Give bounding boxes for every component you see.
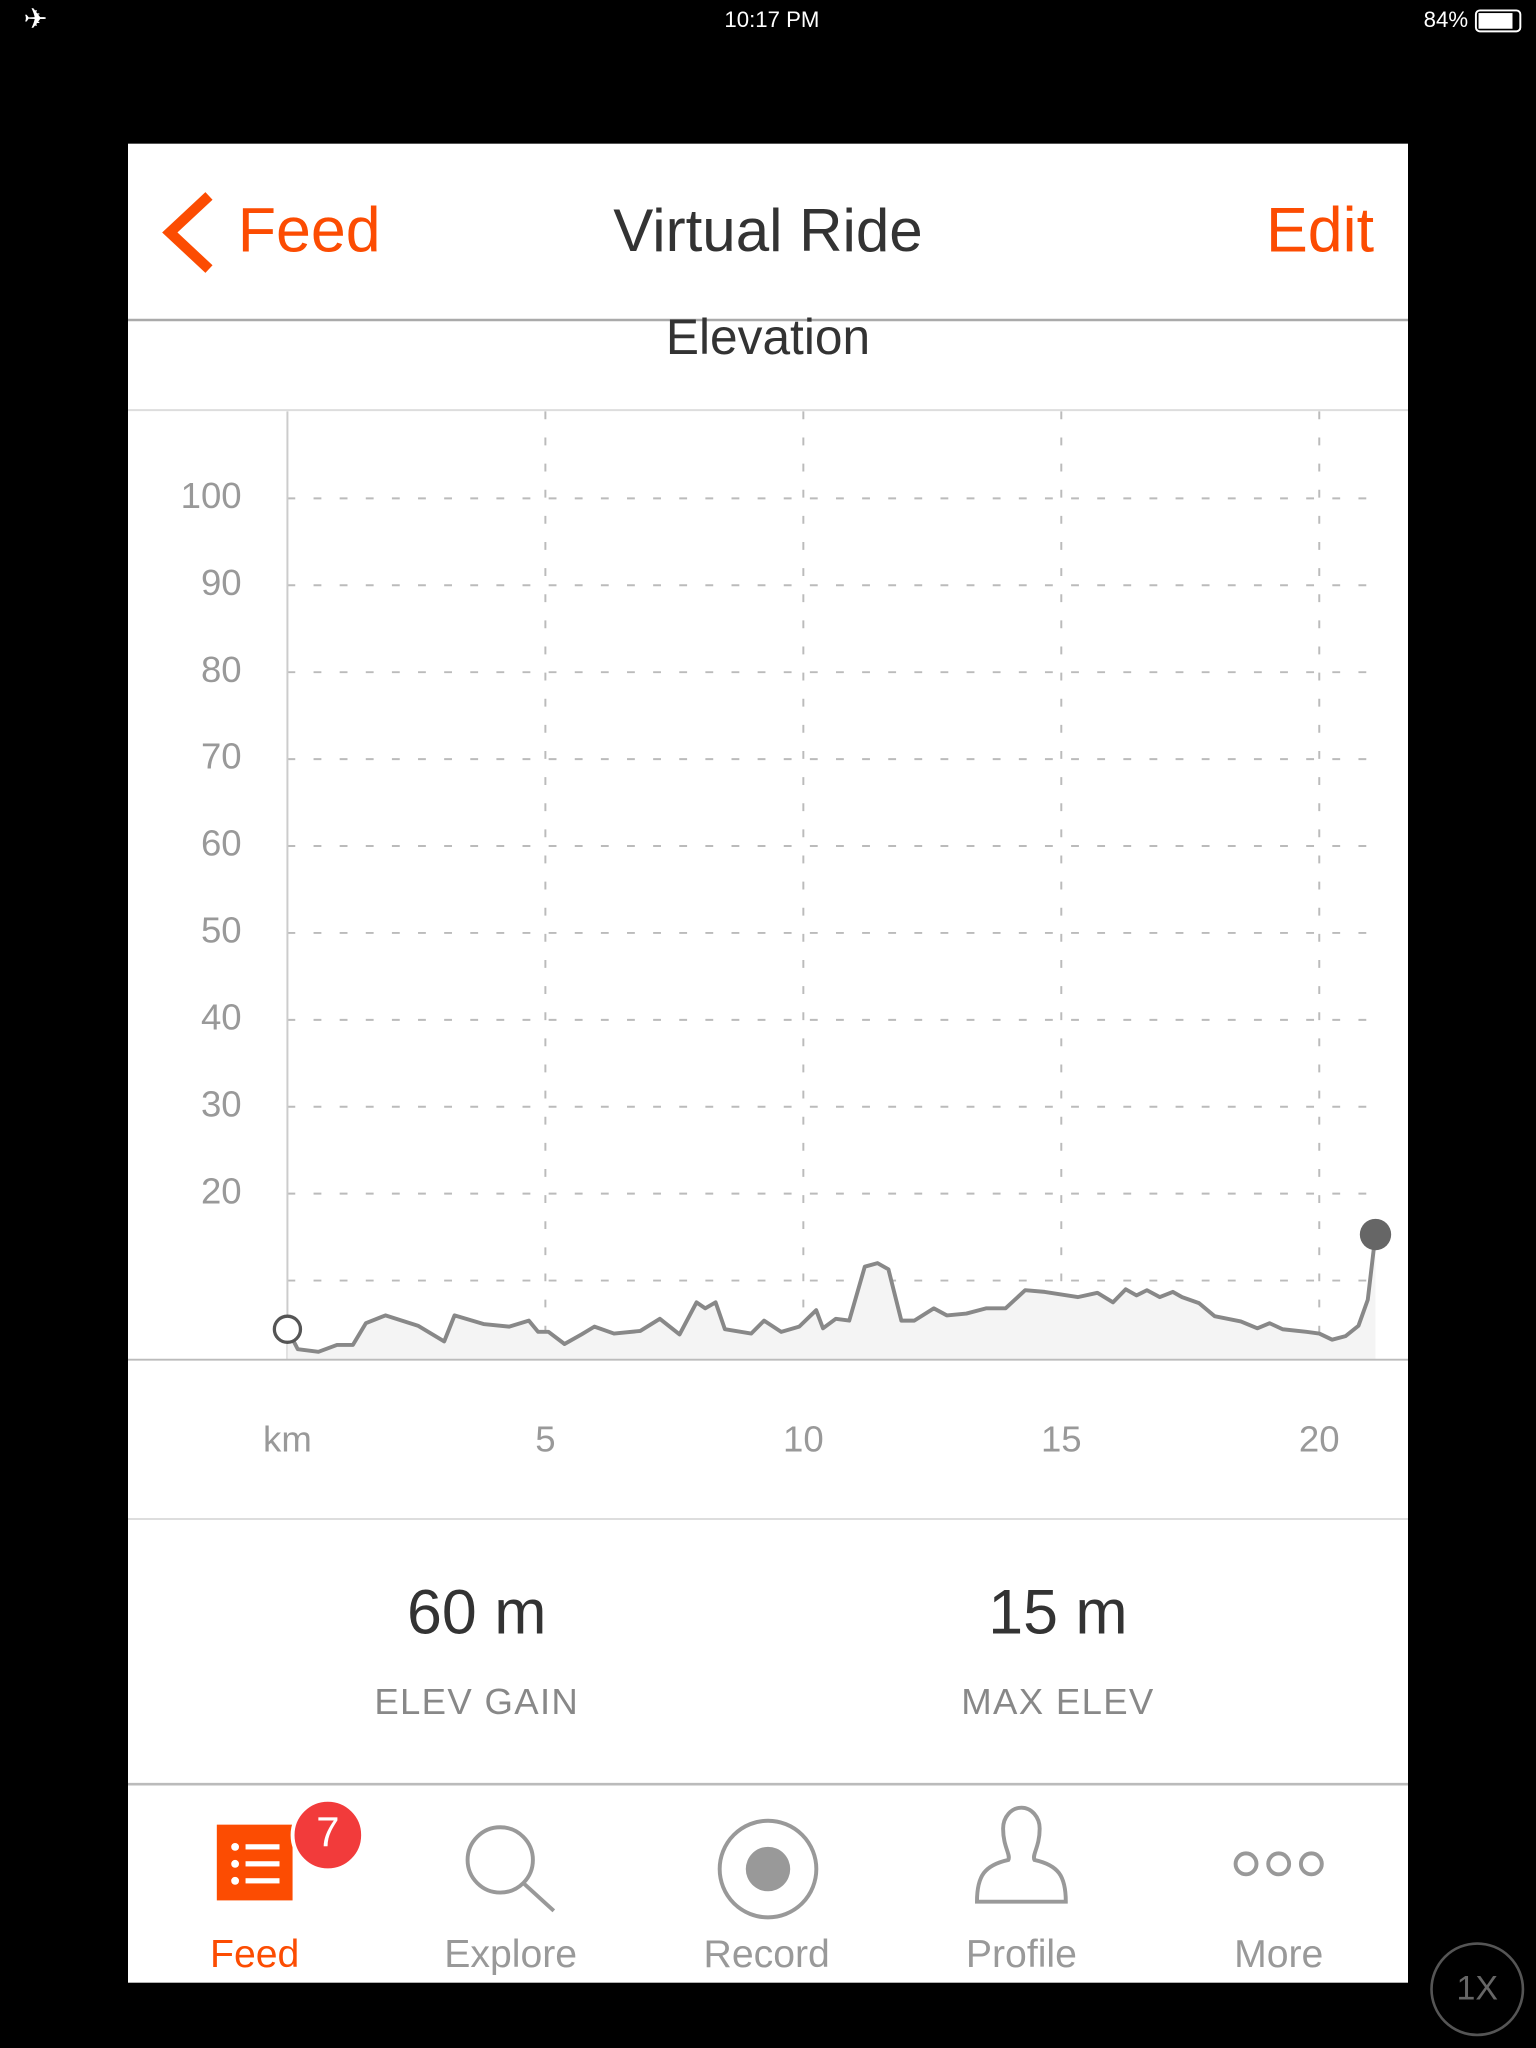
y-tick-label: 70 [201, 736, 242, 777]
explore-icon-handle [522, 1881, 556, 1913]
stat-value: 60 m [407, 1578, 546, 1648]
battery-level [1478, 13, 1513, 29]
back-button[interactable]: Feed [238, 196, 381, 266]
feed-icon-lines [231, 1842, 280, 1885]
x-tick-label: 20 [1299, 1419, 1340, 1460]
chart-title: Elevation [666, 309, 870, 365]
x-tick-label: 10 [783, 1419, 824, 1460]
stat-label: MAX ELEV [961, 1681, 1154, 1722]
tab-feed[interactable]: 7 Feed [210, 1797, 366, 1976]
stat-value: 15 m [988, 1578, 1127, 1648]
tab-label: More [1234, 1933, 1323, 1976]
chart: 20 30 40 50 60 70 80 90 100 km 5 10 15 20 [181, 411, 1392, 1460]
app-panel [128, 143, 1408, 1983]
explore-icon [465, 1825, 535, 1895]
y-tick-label: 50 [201, 910, 242, 951]
zoom-button[interactable] [1430, 1942, 1525, 2037]
more-icon [1233, 1851, 1324, 1877]
airplane-icon: ✈ [24, 3, 48, 35]
tab-more[interactable]: More [1233, 1851, 1324, 1976]
x-tick-label: 5 [535, 1419, 555, 1460]
nav-title: Virtual Ride [613, 197, 922, 264]
y-tick-label: 80 [201, 649, 242, 690]
badge [290, 1797, 366, 1873]
tab-explore[interactable]: Explore [444, 1825, 577, 1976]
record-dot [745, 1846, 791, 1892]
y-tick-label: 20 [201, 1170, 242, 1211]
tab-record[interactable]: Record [704, 1818, 830, 1976]
y-tick-label: 60 [201, 823, 242, 864]
elevation-line [285, 1234, 1378, 1354]
stat-label: ELEV GAIN [374, 1681, 579, 1722]
battery-icon [1474, 9, 1522, 33]
y-tick-label: 100 [181, 475, 242, 516]
tab-label: Explore [444, 1933, 577, 1976]
badge-count: 7 [316, 1808, 339, 1855]
tab-label: Feed [210, 1933, 299, 1976]
tab-profile[interactable]: Profile [966, 1805, 1077, 1976]
y-tick-label: 90 [201, 562, 242, 603]
status-time: 10:17 PM [724, 7, 819, 32]
back-arrow[interactable] [162, 192, 213, 273]
battery-text: 84% [1424, 7, 1468, 32]
record-icon [717, 1818, 819, 1920]
edit-button[interactable]: Edit [1266, 196, 1374, 266]
elevation-area [287, 1234, 1376, 1360]
zoom-label: 1X [1456, 1969, 1498, 2007]
x-tick-label: 15 [1041, 1419, 1082, 1460]
y-tick-label: 40 [201, 996, 242, 1037]
x-tick-label: km [263, 1419, 312, 1460]
tab-label: Record [704, 1933, 830, 1976]
start-marker [272, 1314, 303, 1344]
profile-icon [975, 1805, 1068, 1904]
end-marker [1359, 1218, 1392, 1251]
tab-label: Profile [966, 1933, 1077, 1976]
y-tick-label: 30 [201, 1083, 242, 1124]
